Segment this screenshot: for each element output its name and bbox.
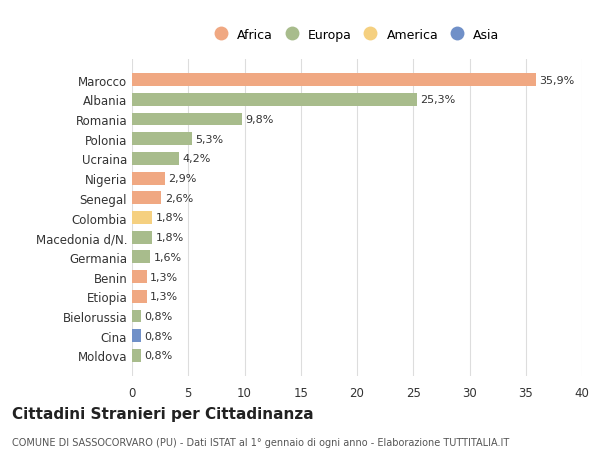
Text: 5,3%: 5,3% (195, 134, 223, 145)
Bar (132, 74, 536, 87)
Text: 25,3%: 25,3% (420, 95, 455, 105)
Bar (132, 153, 179, 165)
Bar (132, 133, 191, 146)
Text: 1,8%: 1,8% (155, 233, 184, 243)
Text: 4,2%: 4,2% (182, 154, 211, 164)
Text: Cittadini Stranieri per Cittadinanza: Cittadini Stranieri per Cittadinanza (12, 406, 314, 421)
Bar (132, 212, 152, 224)
Bar (132, 231, 152, 244)
Text: 1,8%: 1,8% (155, 213, 184, 223)
Bar (132, 271, 146, 283)
Text: 1,6%: 1,6% (154, 252, 182, 263)
Bar (132, 330, 141, 342)
Text: 9,8%: 9,8% (245, 115, 274, 125)
Bar (132, 251, 150, 264)
Text: 0,8%: 0,8% (145, 351, 173, 361)
Text: 1,3%: 1,3% (150, 291, 178, 302)
Text: 2,9%: 2,9% (168, 174, 196, 184)
Bar (132, 310, 141, 323)
Bar (132, 94, 416, 106)
Bar (132, 113, 242, 126)
Text: COMUNE DI SASSOCORVARO (PU) - Dati ISTAT al 1° gennaio di ogni anno - Elaborazio: COMUNE DI SASSOCORVARO (PU) - Dati ISTAT… (12, 437, 509, 447)
Text: 35,9%: 35,9% (539, 75, 575, 85)
Text: 0,8%: 0,8% (145, 311, 173, 321)
Bar (132, 349, 141, 362)
Text: 1,3%: 1,3% (150, 272, 178, 282)
Text: 2,6%: 2,6% (164, 193, 193, 203)
Bar (132, 172, 164, 185)
Legend: Africa, Europa, America, Asia: Africa, Europa, America, Asia (211, 25, 503, 45)
Text: 0,8%: 0,8% (145, 331, 173, 341)
Bar (132, 290, 146, 303)
Bar (132, 192, 161, 205)
